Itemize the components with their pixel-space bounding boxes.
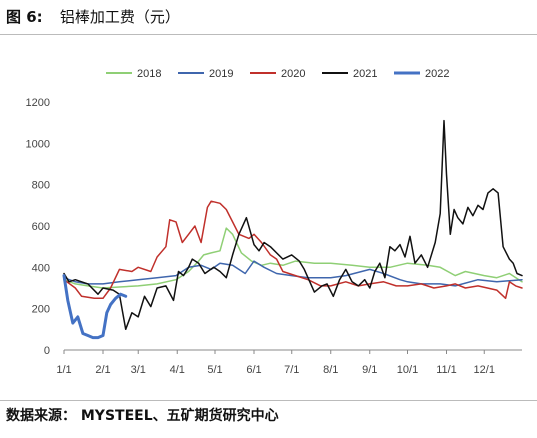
x-tick-label: 2/1 — [95, 364, 110, 376]
legend-label-2019: 2019 — [209, 68, 233, 80]
y-tick-label: 400 — [32, 262, 50, 274]
series-line-2019 — [63, 260, 523, 287]
title-divider — [0, 34, 537, 35]
series-line-2020 — [63, 200, 523, 300]
x-tick-label: 8/1 — [323, 364, 338, 376]
legend-label-2022: 2022 — [425, 68, 449, 80]
y-tick-label: 800 — [32, 180, 50, 192]
data-source-note: 数据来源： MYSTEEL、五矿期货研究中心 — [6, 408, 279, 424]
series-line-2021 — [63, 119, 523, 331]
series-line-2018 — [63, 227, 523, 289]
x-tick-label: 7/1 — [284, 364, 299, 376]
chart-legend: 2018 2019 2020 2021 2022 — [106, 68, 449, 80]
y-tick-label: 200 — [32, 304, 50, 316]
figure-title: 图 6: 铝棒加工费（元） — [6, 6, 180, 27]
x-axis-ticks: 1/1 2/1 3/1 4/1 5/1 6/1 7/1 8/1 9/1 10/1 11/1 12/1 — [56, 350, 495, 376]
x-tick-label: 1/1 — [56, 364, 71, 376]
legend-label-2018: 2018 — [137, 68, 161, 80]
series-line-2022 — [62, 274, 128, 340]
series-lines — [62, 119, 523, 340]
x-tick-label: 6/1 — [246, 364, 261, 376]
x-tick-label: 10/1 — [397, 364, 418, 376]
x-tick-label: 5/1 — [207, 364, 222, 376]
y-tick-label: 1000 — [26, 138, 50, 150]
line-chart: 2018 2019 2020 2021 2022 0 200 400 600 800 1000 12… — [26, 68, 523, 376]
x-tick-label: 12/1 — [474, 364, 495, 376]
y-tick-label: 600 — [32, 221, 50, 233]
legend-label-2021: 2021 — [353, 68, 377, 80]
y-tick-label: 0 — [44, 345, 50, 357]
figure-name: 铝棒加工费（元） — [59, 8, 180, 26]
source-divider — [0, 400, 537, 401]
y-tick-label: 1200 — [26, 97, 50, 109]
x-tick-label: 11/1 — [436, 364, 457, 376]
x-tick-label: 9/1 — [362, 364, 377, 376]
y-axis-ticks: 0 200 400 600 800 1000 1200 — [26, 97, 50, 357]
x-tick-label: 4/1 — [170, 364, 185, 376]
figure-label: 图 6: — [6, 8, 43, 26]
legend-label-2020: 2020 — [281, 68, 305, 80]
x-tick-label: 3/1 — [131, 364, 146, 376]
